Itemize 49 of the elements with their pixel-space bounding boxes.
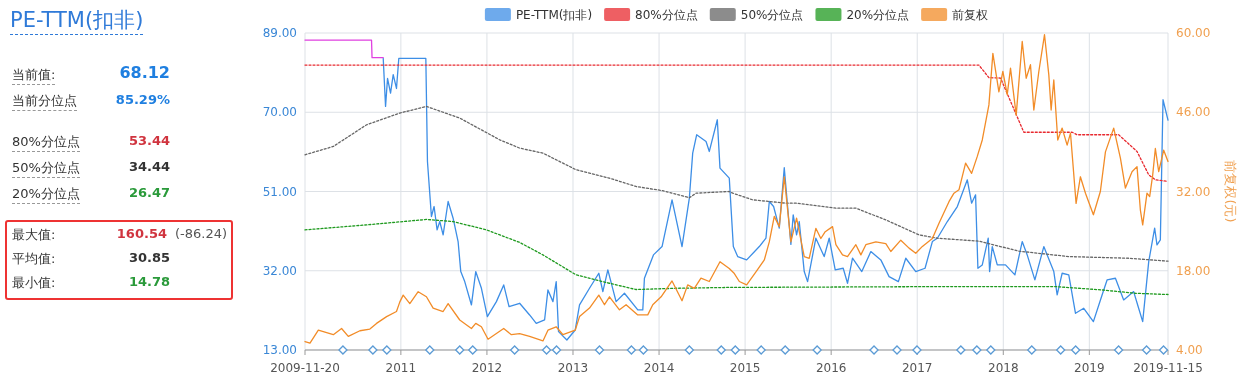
- text: 30.85: [128, 250, 170, 265]
- x-tick-label: 2015: [729, 361, 761, 375]
- y2-tick-label: 60.00: [1176, 26, 1211, 40]
- text: 53.44: [128, 133, 170, 148]
- y-tick-label: 13.00: [262, 343, 297, 357]
- line-series: [382, 57, 1169, 341]
- text: 最大值:: [12, 226, 56, 244]
- text: (-86.24): [175, 226, 228, 241]
- y-tick-label: 70.00: [262, 105, 297, 120]
- text: 68.12: [119, 63, 170, 82]
- x-tick-label: 2019-11-15: [1133, 361, 1203, 375]
- text: 34.44: [128, 159, 170, 174]
- text: 20%分位点: [12, 185, 80, 204]
- y-tick-label: 89.00: [262, 26, 297, 40]
- text: 80%分位点: [12, 133, 80, 152]
- y2-tick-label: 4.00: [1176, 343, 1203, 357]
- x-tick-label: 2018: [988, 361, 1019, 375]
- text: 14.78: [128, 274, 170, 289]
- legend-label: 20%分位点: [846, 8, 910, 22]
- x-tick-label: 2019: [1074, 361, 1105, 375]
- y2-tick-label: 46.00: [1176, 105, 1211, 120]
- line-series: [304, 64, 1169, 183]
- text: 当前分位点: [12, 92, 77, 111]
- text: 最小值:: [12, 274, 56, 292]
- legend-label: 前复权: [952, 8, 989, 22]
- y2-axis-title: 前复权(元): [1223, 160, 1238, 223]
- y-tick-label: 51.00: [262, 184, 297, 199]
- legend-label: 80%分位点: [635, 8, 698, 22]
- y-tick-label: 32.00: [262, 263, 297, 278]
- line-series: [304, 105, 1169, 262]
- text: 平均值:: [12, 250, 56, 268]
- text: 50%分位点: [12, 159, 80, 178]
- x-tick-label: 2009-11-20: [270, 361, 340, 375]
- x-tick-label: 2016: [815, 361, 847, 375]
- x-tick-label: 2013: [557, 361, 589, 375]
- y2-tick-label: 18.00: [1176, 263, 1211, 278]
- x-tick-label: 2011: [385, 361, 417, 375]
- legend-label: PE-TTM(扣非): [515, 8, 593, 22]
- line-series: [304, 218, 1169, 296]
- x-tick-label: 2012: [471, 361, 503, 375]
- legend-label: 50%分位点: [740, 8, 804, 22]
- text: 当前值:: [12, 66, 56, 85]
- y2-tick-label: 32.00: [1176, 184, 1211, 199]
- text: 85.29%: [115, 92, 170, 107]
- text: 160.54: [116, 226, 167, 241]
- x-tick-label: 2017: [901, 361, 933, 375]
- text: PE-TTM(扣非): [10, 6, 144, 35]
- x-tick-label: 2014: [643, 361, 675, 375]
- text: 26.47: [128, 185, 170, 200]
